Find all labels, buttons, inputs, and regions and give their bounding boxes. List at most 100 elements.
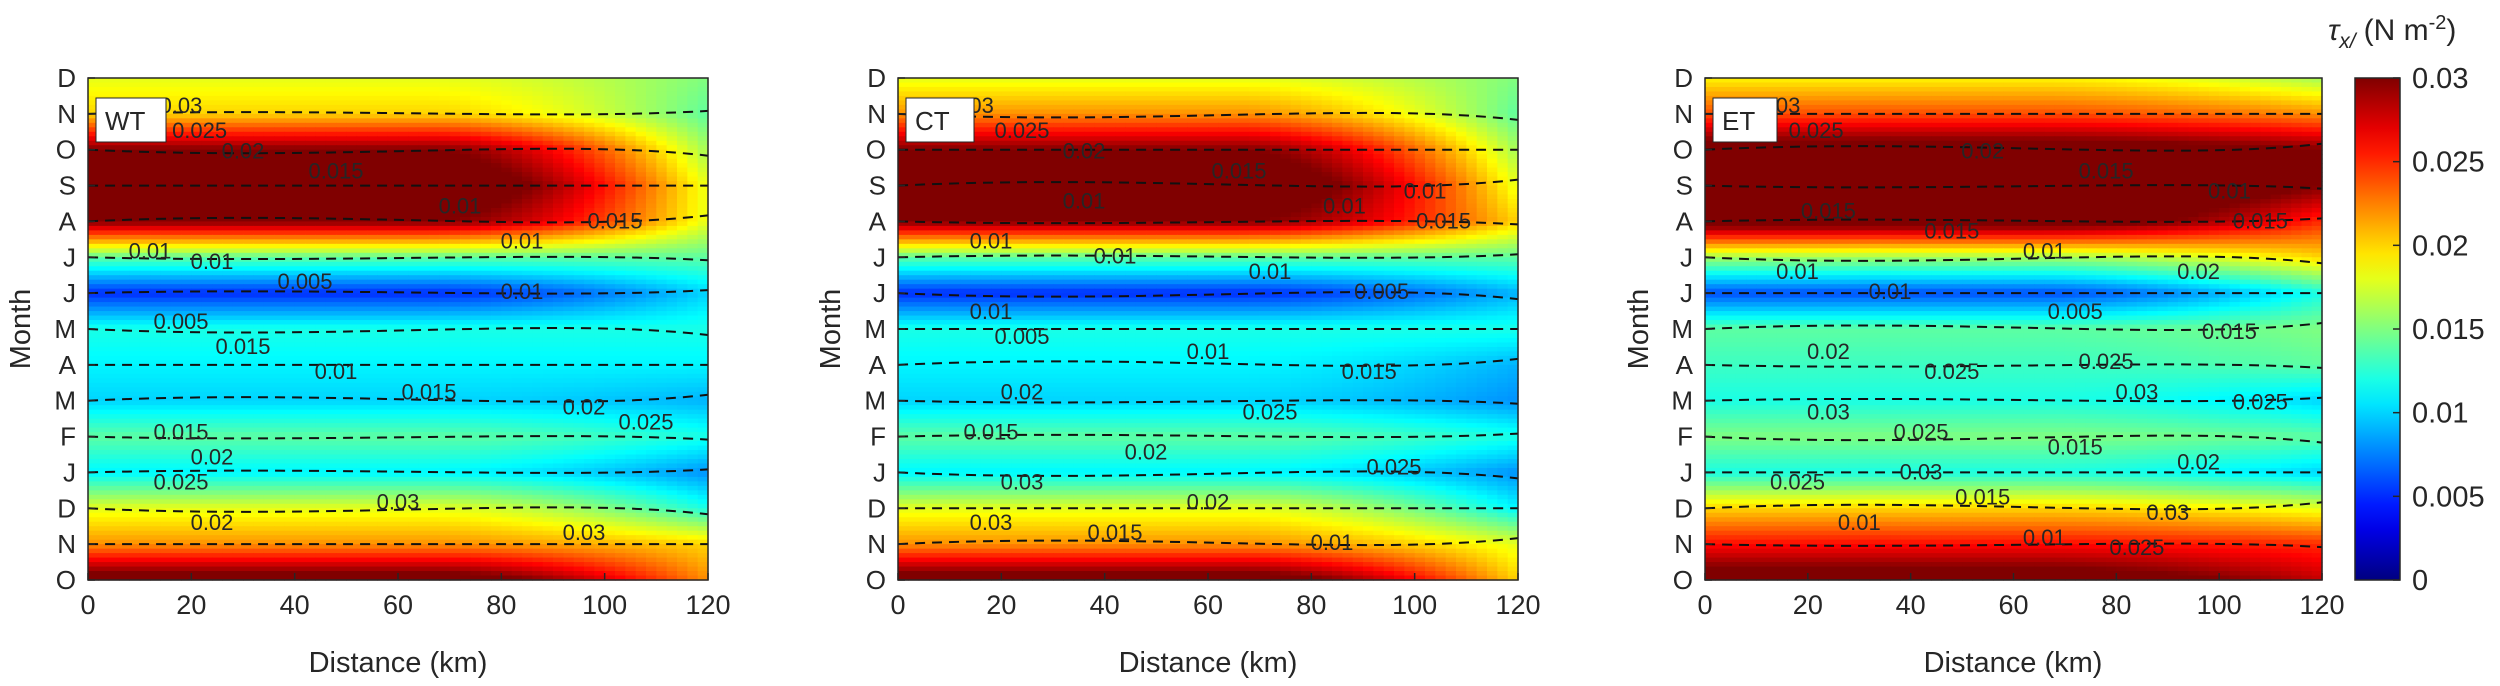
heatmap-cell (677, 230, 688, 235)
heatmap-cell (574, 374, 585, 379)
heatmap-cell (646, 141, 657, 146)
heatmap-cell (677, 387, 688, 392)
heatmap-cell (512, 441, 523, 446)
heatmap-cell (429, 347, 440, 352)
heatmap-cell (346, 96, 357, 101)
heatmap-cell (243, 91, 254, 96)
heatmap-cell (233, 387, 244, 392)
heatmap-cell (295, 87, 306, 92)
heatmap-cell (450, 302, 461, 307)
heatmap-cell (88, 387, 99, 392)
heatmap-cell (377, 159, 388, 164)
heatmap-cell (274, 392, 285, 397)
heatmap-cell (636, 271, 647, 276)
heatmap-cell (429, 414, 440, 419)
heatmap-cell (470, 333, 481, 338)
heatmap-cell (181, 239, 192, 244)
heatmap-cell (212, 280, 223, 285)
heatmap-cell (594, 91, 605, 96)
heatmap-cell (88, 347, 99, 352)
heatmap-cell (594, 338, 605, 343)
heatmap-cell (543, 123, 554, 128)
heatmap-cell (346, 333, 357, 338)
heatmap-cell (129, 298, 140, 303)
heatmap-cell (563, 87, 574, 92)
heatmap-cell (305, 338, 316, 343)
heatmap-cell (119, 298, 130, 303)
heatmap-cell (543, 320, 554, 325)
heatmap-cell (698, 82, 709, 87)
heatmap-cell (574, 123, 585, 128)
heatmap-cell (274, 378, 285, 383)
heatmap-cell (181, 204, 192, 209)
heatmap-cell (491, 172, 502, 177)
heatmap-cell (419, 356, 430, 361)
heatmap-cell (491, 118, 502, 123)
heatmap-cell (388, 248, 399, 253)
heatmap-cell (264, 441, 275, 446)
heatmap-cell (687, 378, 698, 383)
heatmap-cell (667, 96, 678, 101)
heatmap-cell (264, 387, 275, 392)
heatmap-cell (150, 342, 161, 347)
heatmap-cell (615, 320, 626, 325)
heatmap-cell (233, 316, 244, 321)
heatmap-cell (481, 302, 492, 307)
heatmap-cell (88, 450, 99, 455)
heatmap-cell (563, 369, 574, 374)
heatmap-cell (636, 114, 647, 119)
heatmap-cell (222, 163, 233, 168)
heatmap-cell (594, 154, 605, 159)
heatmap-cell (481, 320, 492, 325)
heatmap-cell (295, 100, 306, 105)
heatmap-cell (584, 419, 595, 424)
heatmap-cell (605, 266, 616, 271)
heatmap-cell (636, 374, 647, 379)
heatmap-cell (284, 333, 295, 338)
heatmap-cell (429, 127, 440, 132)
heatmap-cell (574, 244, 585, 249)
heatmap-cell (450, 226, 461, 231)
heatmap-cell (357, 387, 368, 392)
heatmap-cell (615, 378, 626, 383)
heatmap-cell (129, 369, 140, 374)
heatmap-cell (326, 307, 337, 312)
heatmap-cell (481, 410, 492, 415)
heatmap-cell (419, 275, 430, 280)
heatmap-cell (574, 320, 585, 325)
heatmap-cell (284, 351, 295, 356)
heatmap-cell (398, 114, 409, 119)
heatmap-cell (460, 168, 471, 173)
heatmap-cell (367, 414, 378, 419)
heatmap-cell (460, 136, 471, 141)
heatmap-cell (532, 154, 543, 159)
heatmap-cell (305, 293, 316, 298)
heatmap-cell (450, 132, 461, 137)
heatmap-cell (119, 392, 130, 397)
heatmap-cell (181, 154, 192, 159)
heatmap-cell (656, 266, 667, 271)
heatmap-cell (563, 78, 574, 83)
heatmap-cell (625, 248, 636, 253)
heatmap-cell (346, 342, 357, 347)
heatmap-cell (150, 266, 161, 271)
heatmap-cell (687, 262, 698, 267)
heatmap-cell (543, 172, 554, 177)
heatmap-cell (625, 383, 636, 388)
heatmap-cell (636, 333, 647, 338)
heatmap-cell (419, 221, 430, 226)
heatmap-cell (243, 401, 254, 406)
heatmap-cell (253, 298, 264, 303)
heatmap-cell (295, 320, 306, 325)
heatmap-cell (553, 204, 564, 209)
heatmap-cell (119, 356, 130, 361)
heatmap-cell (481, 132, 492, 137)
heatmap-cell (522, 405, 533, 410)
heatmap-cell (191, 280, 202, 285)
heatmap-cell (171, 392, 182, 397)
heatmap-cell (253, 414, 264, 419)
heatmap-cell (636, 293, 647, 298)
heatmap-cell (346, 190, 357, 195)
heatmap-cell (512, 132, 523, 137)
heatmap-cell (698, 177, 709, 182)
